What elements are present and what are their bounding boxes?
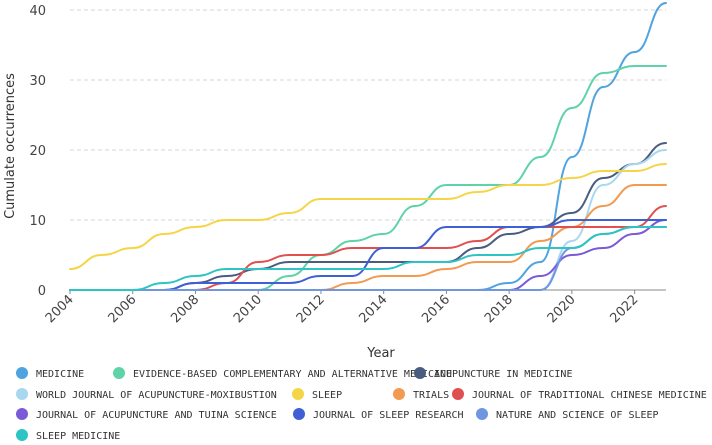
x-tick-label: 2020 (545, 292, 579, 326)
tick-labels: 0 10 20 30 40 2004 2006 2008 2010 2012 2014 2016 201… (29, 4, 641, 326)
legend-label-5: SLEEP (312, 390, 342, 401)
y-tick-label: 30 (29, 74, 46, 89)
x-tick-label: 2006 (106, 292, 140, 326)
series-line-3 (69, 142, 667, 291)
legend-swatch-1 (16, 367, 28, 379)
legend-swatch-2 (113, 367, 125, 379)
x-tick-label: 2016 (419, 292, 453, 326)
x-tick-label: 2010 (231, 292, 265, 326)
legend-label-8: JOURNAL OF ACUPUNCTURE AND TUINA SCIENCE (36, 410, 277, 421)
legend-swatch-7 (452, 388, 464, 400)
legend-label-2: EVIDENCE-BASED COMPLEMENTARY AND ALTERNA… (133, 369, 452, 380)
y-axis-title: Cumulate occurrences (3, 73, 18, 219)
y-tick-label: 20 (29, 144, 46, 159)
series-line-11 (69, 225, 667, 291)
series-line-5 (69, 163, 667, 270)
x-tick-label: 2022 (607, 292, 641, 326)
y-tick-label: 10 (29, 214, 46, 229)
legend-swatch-3 (414, 367, 426, 379)
y-tick-label: 0 (38, 284, 46, 299)
x-tick-label: 2004 (43, 292, 77, 326)
legend-label-10: NATURE AND SCIENCE OF SLEEP (496, 410, 659, 421)
legend-label-11: SLEEP MEDICINE (36, 431, 120, 442)
legend-label-4: WORLD JOURNAL OF ACUPUNCTURE-MOXIBUSTION (36, 390, 277, 401)
x-tick-label: 2008 (168, 292, 202, 326)
legend-swatch-4 (16, 388, 28, 400)
legend-swatch-10 (476, 408, 488, 420)
legend-label-1: MEDICINE (36, 369, 84, 380)
legend-label-3: ACUPUNCTURE IN MEDICINE (434, 369, 572, 380)
series-lines (69, 2, 667, 291)
x-axis-title: Year (366, 346, 395, 361)
x-tick-label: 2012 (294, 292, 328, 326)
legend-label-6: TRIALS (413, 390, 449, 401)
legend-swatch-9 (293, 408, 305, 420)
legend-label-9: JOURNAL OF SLEEP RESEARCH (313, 410, 464, 421)
legend-swatch-5 (292, 388, 304, 400)
gridlines (70, 9, 666, 221)
x-tick-label: 2018 (482, 292, 516, 326)
x-tick-label: 2014 (357, 292, 391, 326)
legend-swatch-11 (16, 429, 28, 441)
series-line-10 (69, 225, 667, 291)
legend: MEDICINE EVIDENCE-BASED COMPLEMENTARY AND… (16, 367, 707, 442)
legend-swatch-6 (393, 388, 405, 400)
legend-label-7: JOURNAL OF TRADITIONAL CHINESE MEDICINE (472, 390, 707, 401)
legend-swatch-8 (16, 408, 28, 420)
y-tick-label: 40 (29, 4, 46, 19)
